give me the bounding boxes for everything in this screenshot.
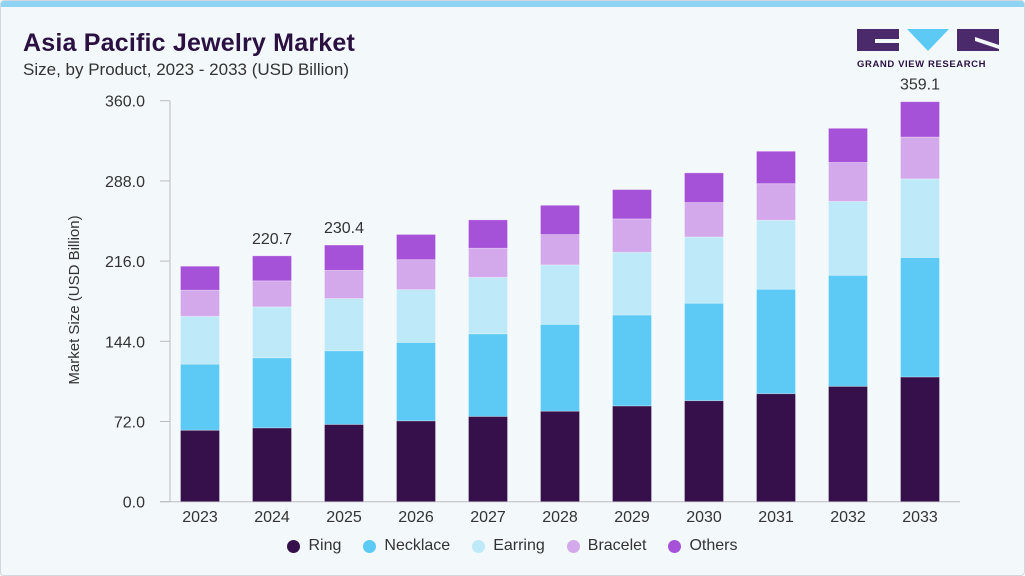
bar-segment-ring-2033: [900, 376, 940, 503]
legend-label: Ring: [308, 537, 342, 554]
x-tick-label: 2025: [326, 509, 362, 526]
bar-segment-bracelet-2026: [396, 259, 436, 291]
x-tick-label: 2030: [686, 509, 722, 526]
x-tick-label: 2024: [254, 509, 290, 526]
bar-segment-bracelet-2033: [900, 136, 940, 180]
x-tick-label: 2026: [398, 509, 434, 526]
legend-dot-icon: [363, 539, 377, 553]
bar-segment-others-2026: [396, 234, 436, 261]
legend-item-ring: Ring: [287, 537, 341, 555]
bar-segment-earring-2029: [612, 251, 652, 316]
bar-segment-others-2024: [252, 255, 292, 282]
legend-dot-icon: [668, 539, 682, 553]
bar-segment-earring-2032: [828, 200, 868, 276]
bar-segment-necklace-2025: [324, 350, 364, 425]
bar-segment-bracelet-2028: [540, 234, 580, 266]
legend-item-necklace: Necklace: [363, 537, 450, 555]
legend-label: Others: [689, 537, 738, 554]
bar-segment-bracelet-2023: [180, 289, 220, 317]
bar-segment-ring-2031: [756, 393, 796, 503]
bar-segment-bracelet-2029: [612, 218, 652, 253]
x-tick-label: 2028: [542, 509, 578, 526]
bar-segment-necklace-2029: [612, 314, 652, 407]
bar-segment-others-2031: [756, 150, 796, 185]
x-tick-label: 2031: [758, 509, 794, 526]
bar-segment-necklace-2031: [756, 288, 796, 395]
bar-segment-others-2029: [612, 189, 652, 220]
x-tick-label: 2029: [614, 509, 650, 526]
bar-segment-ring-2030: [684, 400, 724, 503]
bar-segment-others-2030: [684, 172, 724, 203]
data-label-total: 220.7: [252, 231, 292, 248]
bar-segment-necklace-2033: [900, 257, 940, 378]
legend-item-earring: Earring: [472, 537, 545, 555]
bar-segment-ring-2024: [252, 427, 292, 503]
legend-item-others: Others: [668, 537, 738, 555]
bar-segment-bracelet-2032: [828, 162, 868, 202]
bar-segment-ring-2029: [612, 405, 652, 503]
data-label-total: 230.4: [324, 220, 364, 237]
bar-segment-bracelet-2030: [684, 202, 724, 238]
bar-segment-earring-2028: [540, 264, 580, 325]
bar-segment-bracelet-2024: [252, 280, 292, 308]
bar-segment-earring-2026: [396, 289, 436, 343]
bar-segment-earring-2033: [900, 178, 940, 258]
bar-segment-bracelet-2031: [756, 183, 796, 221]
x-tick-label: 2023: [182, 509, 218, 526]
legend-label: Earring: [493, 537, 545, 554]
bar-segment-earring-2030: [684, 236, 724, 304]
bar-segment-necklace-2024: [252, 357, 292, 429]
bar-segment-necklace-2027: [468, 333, 508, 417]
bar-segment-others-2023: [180, 265, 220, 291]
grand-view-research-logo: [857, 29, 999, 51]
bar-segment-necklace-2023: [180, 363, 220, 431]
chart-title: Asia Pacific Jewelry Market: [23, 29, 355, 57]
bar-segment-necklace-2032: [828, 274, 868, 387]
y-tick-label: 360.0: [105, 94, 145, 111]
legend-dot-icon: [472, 539, 486, 553]
bar-segment-necklace-2028: [540, 323, 580, 412]
y-tick-label: 144.0: [105, 334, 145, 351]
legend-dot-icon: [566, 539, 580, 553]
legend: Ring Necklace Earring Bracelet Others: [0, 537, 1025, 555]
legend-dot-icon: [287, 539, 301, 553]
chart-subtitle: Size, by Product, 2023 - 2033 (USD Billi…: [23, 60, 349, 79]
bar-segment-ring-2023: [180, 429, 220, 503]
y-tick-label: 216.0: [105, 254, 145, 271]
bar-segment-ring-2032: [828, 385, 868, 503]
y-tick-label: 0.0: [123, 495, 145, 512]
bar-segment-others-2025: [324, 244, 364, 271]
bar-segment-others-2033: [900, 101, 940, 138]
bar-segment-earring-2027: [468, 276, 508, 335]
bar-segment-ring-2025: [324, 423, 364, 503]
bar-segment-ring-2027: [468, 415, 508, 503]
bar-segment-necklace-2026: [396, 342, 436, 422]
legend-label: Bracelet: [587, 537, 647, 554]
bar-segment-ring-2028: [540, 410, 580, 503]
bar-segment-others-2028: [540, 204, 580, 235]
bar-segment-bracelet-2025: [324, 269, 364, 299]
top-accent-stripe: [1, 1, 1024, 7]
legend-item-bracelet: Bracelet: [566, 537, 647, 555]
x-tick-label: 2032: [830, 509, 866, 526]
x-tick-label: 2027: [470, 509, 506, 526]
bar-segment-earring-2025: [324, 298, 364, 352]
bar-segment-earring-2023: [180, 315, 220, 365]
x-tick-label: 2033: [902, 509, 938, 526]
bar-segment-ring-2026: [396, 420, 436, 503]
bar-segment-necklace-2030: [684, 302, 724, 402]
bar-segment-earring-2031: [756, 219, 796, 290]
y-tick-label: 288.0: [105, 174, 145, 191]
data-label-total: 359.1: [900, 77, 940, 94]
y-tick-label: 72.0: [114, 415, 145, 432]
y-axis-label: Market Size (USD Billion): [66, 215, 83, 384]
bar-segment-earring-2024: [252, 306, 292, 359]
legend-label: Necklace: [384, 537, 451, 554]
bar-segment-bracelet-2027: [468, 247, 508, 278]
logo-text: GRAND VIEW RESEARCH: [857, 59, 987, 70]
bar-segment-others-2027: [468, 219, 508, 249]
bar-segment-others-2032: [828, 127, 868, 163]
